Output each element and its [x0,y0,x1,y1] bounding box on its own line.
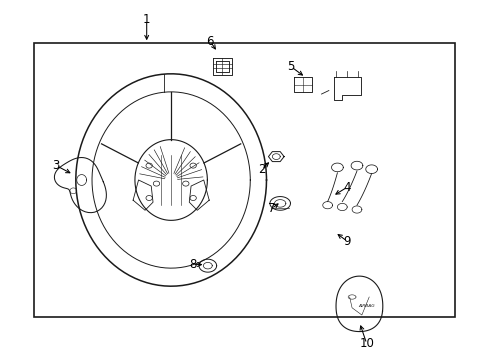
Text: 1: 1 [142,13,150,26]
Text: 8: 8 [189,258,197,271]
Text: 7: 7 [267,202,275,215]
Text: 9: 9 [343,235,350,248]
Text: 4: 4 [343,181,350,194]
Text: 10: 10 [359,337,373,350]
Text: 6: 6 [206,35,214,48]
Text: 2: 2 [257,163,265,176]
Text: 3: 3 [52,159,60,172]
Bar [34,43,454,317]
Text: AIRBAG: AIRBAG [358,304,374,308]
Text: 5: 5 [286,60,294,73]
